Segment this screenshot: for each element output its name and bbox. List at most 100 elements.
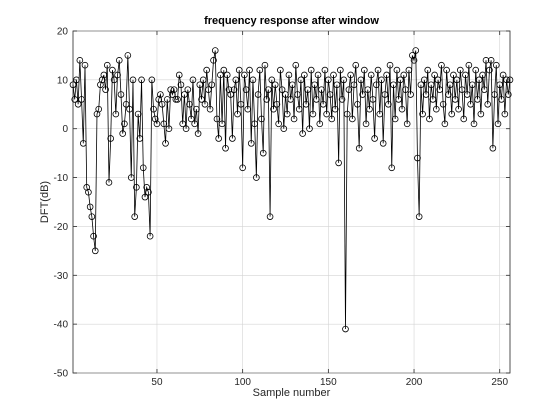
data-point bbox=[97, 81, 104, 89]
data-point bbox=[446, 81, 454, 89]
data-point bbox=[477, 110, 485, 118]
y-tick-label: -20 bbox=[54, 222, 69, 233]
data-point bbox=[206, 105, 214, 113]
data-point bbox=[109, 66, 116, 74]
data-point bbox=[414, 154, 421, 162]
data-point bbox=[208, 81, 216, 89]
data-point bbox=[225, 86, 233, 93]
data-point bbox=[227, 91, 234, 98]
data-point bbox=[335, 159, 342, 167]
data-point bbox=[177, 81, 185, 89]
data-point bbox=[117, 91, 125, 98]
y-tick-label: -30 bbox=[54, 271, 69, 282]
data-point bbox=[369, 96, 377, 103]
data-point bbox=[134, 110, 142, 118]
data-point bbox=[172, 96, 180, 103]
data-point bbox=[475, 76, 483, 84]
data-point bbox=[386, 61, 394, 69]
data-point bbox=[78, 96, 85, 103]
data-point bbox=[184, 86, 192, 93]
data-point bbox=[419, 110, 426, 118]
data-point bbox=[379, 140, 387, 147]
data-point bbox=[76, 57, 84, 64]
data-point bbox=[256, 66, 264, 74]
chart-title: frequency response after window bbox=[204, 15, 379, 27]
data-point bbox=[350, 81, 358, 89]
data-point bbox=[71, 96, 79, 103]
data-point bbox=[297, 76, 305, 84]
data-point bbox=[145, 188, 152, 196]
x-axis-ticks: 50 100 150 200 250 bbox=[151, 31, 508, 388]
data-point bbox=[388, 164, 396, 172]
data-point bbox=[95, 105, 103, 113]
data-point bbox=[162, 140, 169, 147]
data-point bbox=[169, 91, 176, 98]
data-point bbox=[439, 100, 447, 108]
y-tick-label: -50 bbox=[54, 369, 69, 380]
data-point bbox=[318, 86, 325, 93]
data-point bbox=[381, 91, 389, 98]
data-point bbox=[136, 135, 144, 142]
data-point bbox=[167, 86, 174, 93]
data-point bbox=[397, 76, 404, 84]
data-point bbox=[426, 115, 433, 123]
data-point bbox=[234, 110, 241, 118]
data-point bbox=[487, 57, 495, 64]
data-point bbox=[314, 71, 322, 79]
data-point bbox=[337, 66, 344, 74]
data-point bbox=[263, 96, 270, 103]
data-point bbox=[258, 115, 265, 123]
data-point bbox=[133, 184, 140, 191]
x-tick-label: 200 bbox=[406, 377, 423, 388]
data-point bbox=[131, 213, 138, 220]
data-point bbox=[438, 61, 445, 69]
data-point bbox=[242, 86, 250, 93]
data-point bbox=[278, 86, 286, 93]
data-point bbox=[460, 115, 468, 123]
data-point bbox=[486, 66, 493, 74]
data-point bbox=[294, 91, 301, 98]
data-point bbox=[429, 96, 437, 103]
data-point bbox=[494, 120, 502, 128]
data-point bbox=[107, 135, 115, 142]
data-point bbox=[403, 120, 411, 128]
data-point bbox=[385, 100, 392, 108]
data-point bbox=[349, 115, 356, 123]
data-point bbox=[150, 105, 157, 113]
data-point bbox=[158, 100, 166, 108]
data-point bbox=[282, 91, 289, 98]
data-point bbox=[182, 125, 190, 133]
data-point bbox=[484, 100, 492, 108]
data-point bbox=[91, 247, 99, 255]
data-point bbox=[319, 100, 327, 108]
data-point bbox=[232, 76, 240, 84]
data-point bbox=[345, 86, 353, 93]
data-point bbox=[295, 105, 303, 113]
data-point bbox=[409, 52, 416, 59]
data-point bbox=[194, 130, 202, 137]
data-point bbox=[357, 76, 365, 84]
data-point bbox=[265, 86, 272, 93]
data-point bbox=[354, 100, 361, 108]
data-point bbox=[175, 71, 183, 79]
data-series bbox=[69, 47, 514, 333]
data-point bbox=[482, 57, 490, 64]
data-point bbox=[376, 110, 384, 118]
data-point bbox=[268, 76, 276, 84]
data-point bbox=[220, 66, 228, 74]
data-point bbox=[489, 144, 497, 152]
data-point bbox=[179, 120, 186, 128]
grid bbox=[73, 30, 510, 374]
data-point bbox=[280, 125, 288, 133]
data-point bbox=[90, 232, 97, 240]
data-point bbox=[400, 71, 408, 79]
data-point bbox=[170, 86, 178, 93]
data-point bbox=[474, 96, 481, 103]
data-point bbox=[417, 81, 425, 89]
data-point bbox=[79, 140, 87, 147]
data-point bbox=[275, 120, 282, 128]
data-point bbox=[259, 149, 267, 157]
data-point bbox=[313, 96, 320, 103]
data-point bbox=[342, 325, 349, 333]
y-tick-label: 20 bbox=[57, 27, 69, 38]
